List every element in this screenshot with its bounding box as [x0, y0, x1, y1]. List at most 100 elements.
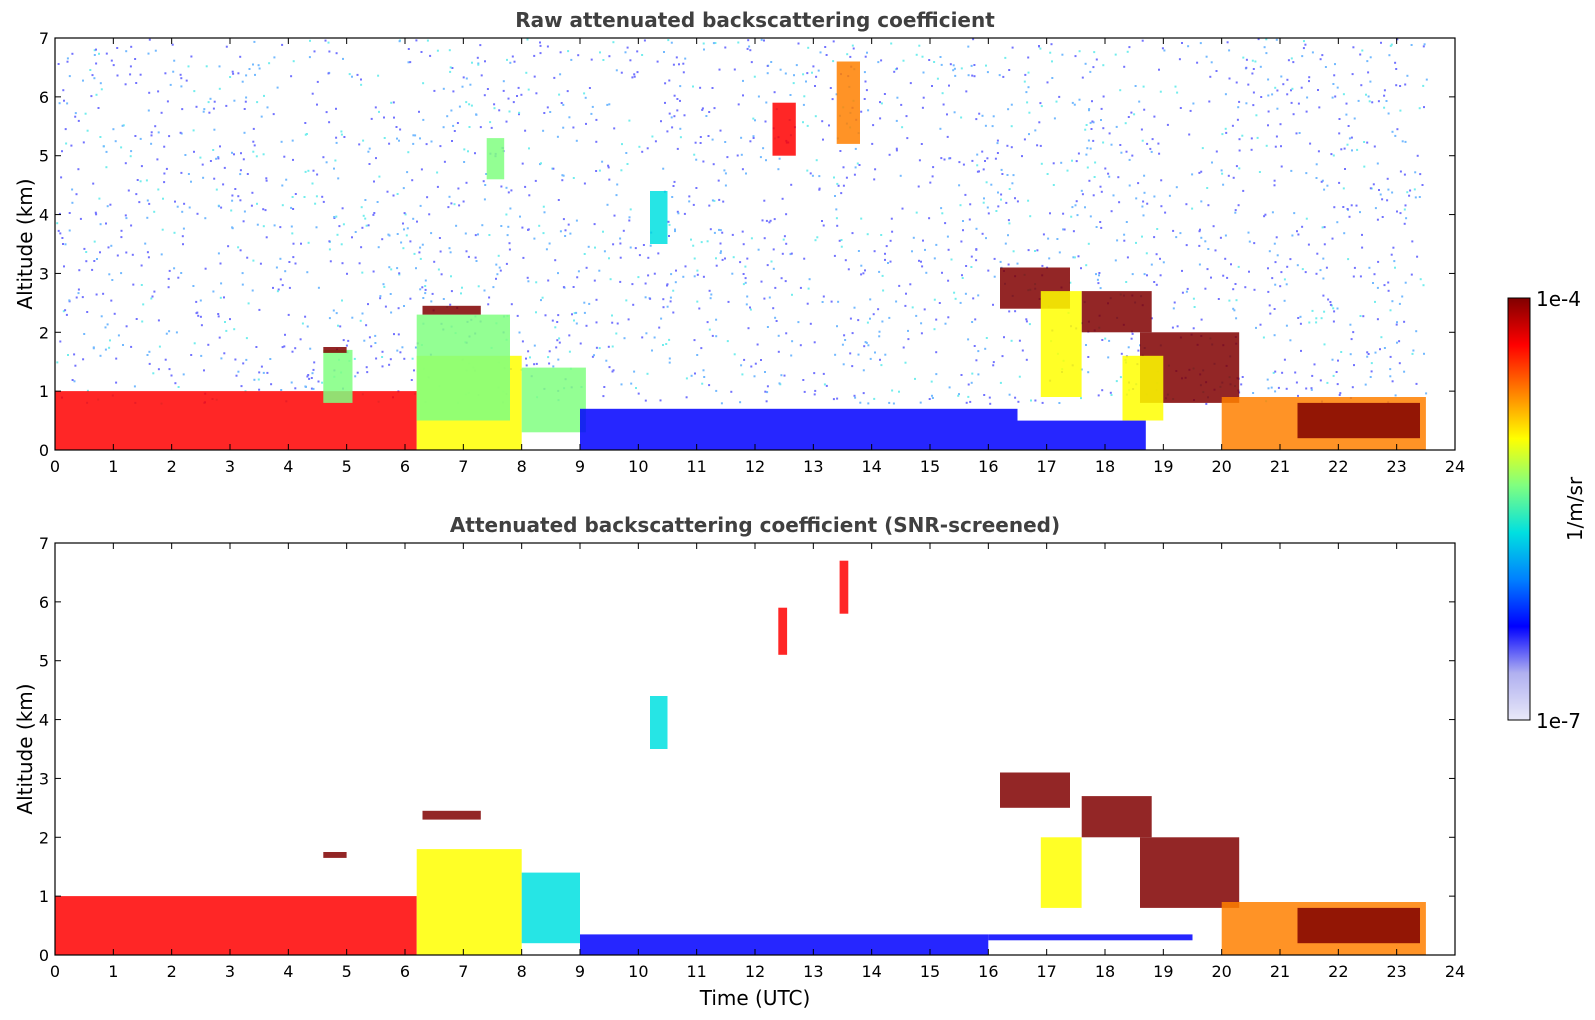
x-tick-label: 13 — [803, 962, 823, 981]
y-tick-label: 3 — [39, 769, 49, 788]
heatmap-feature-11 — [486, 138, 505, 180]
heatmap-field — [55, 560, 1426, 955]
x-tick-label: 2 — [167, 962, 177, 981]
x-tick-label: 5 — [342, 457, 352, 476]
x-tick-label: 24 — [1445, 962, 1465, 981]
colorbar-min-label: 1e-7 — [1536, 709, 1581, 733]
x-tick-label: 7 — [458, 962, 468, 981]
x-tick-label: 21 — [1270, 962, 1290, 981]
x-tick-label: 17 — [1036, 457, 1056, 476]
y-tick-label: 4 — [39, 711, 49, 730]
y-tick-label: 0 — [39, 946, 49, 965]
heatmap-feature-14 — [1081, 291, 1152, 333]
x-tick-label: 0 — [50, 962, 60, 981]
heatmap-feature-10 — [1000, 772, 1070, 808]
x-tick-label: 12 — [745, 962, 765, 981]
x-axis-label: Time (UTC) — [699, 986, 811, 1010]
heatmap-feature-4 — [422, 305, 481, 315]
y-tick-label: 7 — [39, 534, 49, 553]
colorbar-gradient — [1507, 297, 1531, 721]
x-tick-label: 0 — [50, 457, 60, 476]
x-tick-label: 18 — [1095, 457, 1115, 476]
heatmap-feature-11 — [1081, 796, 1152, 838]
colorbar-max-label: 1e-4 — [1536, 287, 1581, 311]
heatmap-feature-15 — [1040, 291, 1082, 397]
heatmap-feature-6 — [521, 367, 586, 433]
plot-title-screened: Attenuated backscattering coefficient (S… — [450, 513, 1060, 537]
axes-frame — [54, 542, 1456, 956]
plot-title-raw: Raw attenuated backscattering coefficien… — [515, 8, 995, 32]
x-tick-label: 14 — [861, 962, 881, 981]
heatmap-feature-19 — [1297, 402, 1420, 439]
x-tick-label: 13 — [803, 457, 823, 476]
x-tick-label: 15 — [920, 457, 940, 476]
x-tick-label: 3 — [225, 962, 235, 981]
y-tick-label: 4 — [39, 206, 49, 225]
heatmap-feature-6 — [988, 934, 1193, 941]
heatmap-feature-2 — [416, 314, 510, 421]
x-tick-label: 19 — [1153, 962, 1173, 981]
y-tick-label: 0 — [39, 441, 49, 460]
x-tick-label: 2 — [167, 457, 177, 476]
y-tick-label: 3 — [39, 264, 49, 283]
y-tick-label: 6 — [39, 593, 49, 612]
y-axis-label-top: Altitude (km) — [13, 178, 37, 309]
x-tick-label: 14 — [861, 457, 881, 476]
heatmap-feature-15 — [1297, 907, 1420, 944]
heatmap-feature-3 — [323, 852, 347, 858]
x-tick-label: 6 — [400, 962, 410, 981]
y-tick-label: 6 — [39, 88, 49, 107]
heatmap-feature-17 — [1122, 355, 1164, 421]
heatmap-feature-12 — [1040, 837, 1082, 908]
x-tick-label: 9 — [575, 962, 585, 981]
x-tick-label: 10 — [628, 457, 648, 476]
colorbar: 1e-4 1e-7 1/m/sr — [1507, 287, 1587, 733]
heatmap-feature-0 — [55, 391, 417, 450]
colorbar-unit-label: 1/m/sr — [1563, 476, 1587, 541]
x-tick-label: 17 — [1036, 962, 1056, 981]
x-tick-label: 11 — [686, 962, 706, 981]
x-tick-label: 19 — [1153, 457, 1173, 476]
heatmap-feature-3 — [323, 349, 353, 403]
x-tick-label: 1 — [108, 962, 118, 981]
axes-frame — [54, 37, 1456, 451]
x-tick-label: 15 — [920, 962, 940, 981]
x-tick-label: 3 — [225, 457, 235, 476]
x-tick-label: 8 — [517, 457, 527, 476]
x-tick-label: 16 — [978, 962, 998, 981]
x-tick-label: 4 — [283, 457, 293, 476]
heatmap-feature-7 — [778, 607, 788, 655]
x-tick-label: 9 — [575, 457, 585, 476]
heatmap-feature-8 — [839, 560, 849, 614]
plot-panel-0: 0 1 2 3 4 5 6 7 8 9 10 11 12 13 14 15 16 17 18 19 20 21 22 23 24… — [39, 29, 1465, 476]
x-tick-label: 20 — [1211, 457, 1231, 476]
x-tick-label: 22 — [1328, 962, 1348, 981]
x-tick-label: 22 — [1328, 457, 1348, 476]
x-tick-label: 23 — [1386, 962, 1406, 981]
x-tick-label: 1 — [108, 457, 118, 476]
heatmap-feature-13 — [1140, 837, 1240, 908]
x-tick-label: 5 — [342, 962, 352, 981]
y-tick-label: 7 — [39, 29, 49, 48]
x-tick-label: 18 — [1095, 962, 1115, 981]
heatmap-feature-1 — [416, 849, 522, 955]
x-tick-label: 8 — [517, 962, 527, 981]
heatmap-feature-12 — [650, 191, 668, 244]
heatmap-feature-0 — [55, 896, 417, 955]
y-axis-label-bottom: Altitude (km) — [13, 683, 37, 814]
y-tick-label: 2 — [39, 828, 49, 847]
x-tick-label: 24 — [1445, 457, 1465, 476]
x-tick-label: 4 — [283, 962, 293, 981]
y-tick-label: 1 — [39, 382, 49, 401]
heatmap-feature-5 — [323, 347, 347, 353]
x-tick-label: 16 — [978, 457, 998, 476]
x-tick-label: 10 — [628, 962, 648, 981]
plot-panel-1: 0 1 2 3 4 5 6 7 8 9 10 11 12 13 14 15 16 17 18 19 20 21 22 23 24… — [39, 534, 1465, 981]
heatmap-feature-4 — [521, 872, 580, 944]
heatmap-field — [55, 38, 1428, 450]
heatmap-feature-9 — [650, 696, 668, 749]
x-tick-label: 21 — [1270, 457, 1290, 476]
x-tick-label: 6 — [400, 457, 410, 476]
heatmap-feature-5 — [580, 934, 989, 955]
x-tick-label: 11 — [686, 457, 706, 476]
